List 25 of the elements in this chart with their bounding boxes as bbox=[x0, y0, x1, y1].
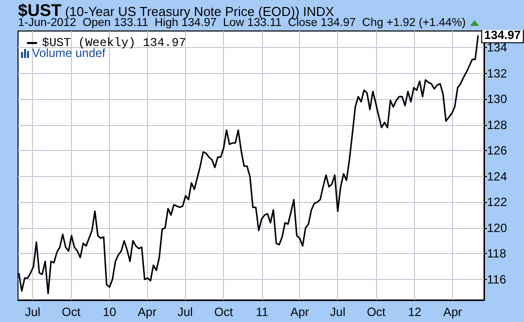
x-tick-label: 12 bbox=[408, 305, 422, 319]
y-tick-label: 116 bbox=[487, 272, 506, 286]
y-tick-label: 118 bbox=[487, 246, 506, 261]
x-tick-label: 11 bbox=[256, 305, 269, 319]
y-tick-label: 132 bbox=[487, 66, 508, 80]
y-tick-label: 128 bbox=[487, 118, 508, 132]
chart-subtitle: 1-Jun-2012 Open 133.11 High 134.97 Low 133.11 Close 134.97 Chg +1.92 (+1.44%) bbox=[18, 17, 466, 29]
annotation: 134.97 bbox=[484, 28, 522, 42]
y-tick-label: 122 bbox=[487, 195, 508, 210]
x-tick-label: Apr bbox=[443, 305, 462, 319]
legend-label: $UST (Weekly) 134.97 bbox=[42, 36, 186, 50]
x-tick-label: Oct bbox=[214, 305, 234, 319]
x-tick-label: Jul bbox=[24, 305, 40, 319]
x-tick-label: Apr bbox=[138, 305, 156, 319]
x-tick-label: Apr bbox=[290, 305, 310, 319]
y-tick-label: 126 bbox=[487, 144, 508, 158]
x-tick-label: Jul bbox=[178, 305, 193, 319]
y-tick-label: 130 bbox=[487, 92, 508, 106]
x-tick-label: Oct bbox=[62, 305, 82, 319]
x-tick-label: Oct bbox=[366, 305, 386, 319]
x-tick-label: Jul bbox=[330, 305, 346, 319]
x-tick-label: 10 bbox=[102, 305, 117, 319]
y-tick-label: 124 bbox=[487, 169, 508, 184]
y-tick-label: 134 bbox=[487, 40, 508, 55]
y-tick-label: 120 bbox=[487, 220, 508, 235]
